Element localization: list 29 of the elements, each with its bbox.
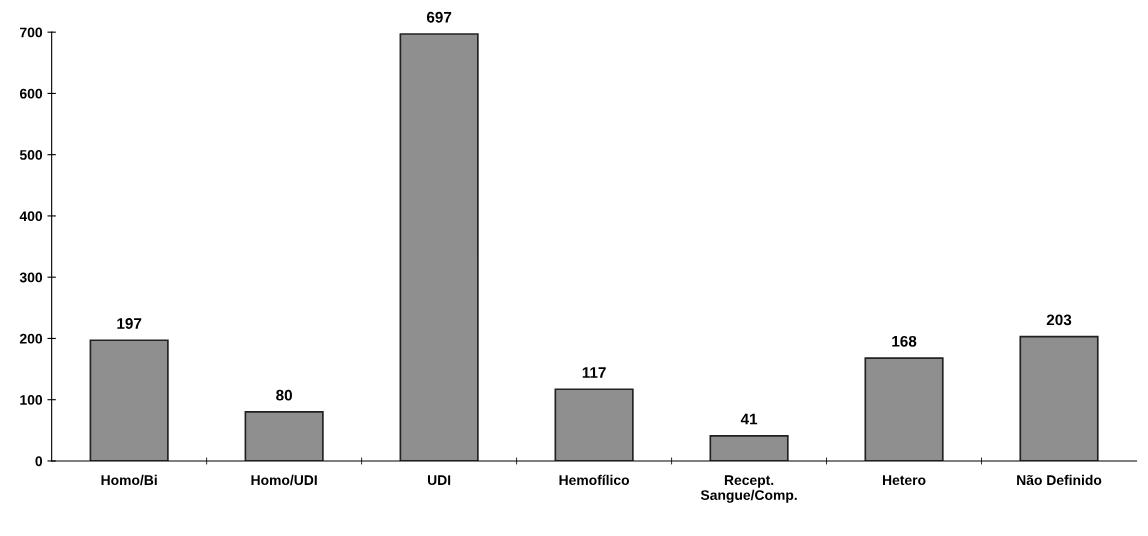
x-tick-label: Homo/UDI — [251, 474, 317, 486]
x-tick-label: Hemofílico — [559, 474, 630, 486]
y-tick-label: 700 — [20, 27, 43, 38]
bar — [864, 357, 944, 461]
y-tick-label: 300 — [19, 272, 43, 283]
bar — [89, 339, 169, 461]
x-tick-label: Hetero — [882, 475, 926, 486]
y-tick-label: 200 — [19, 333, 43, 344]
data-label: 697 — [426, 11, 452, 23]
y-tick-label: 0 — [35, 456, 43, 467]
x-tick-label: Não Definido — [1017, 474, 1102, 486]
x-tick-label: UDI — [427, 475, 451, 486]
bar — [709, 435, 789, 461]
y-tick-label: 100 — [20, 395, 43, 405]
data-label: 203 — [1046, 314, 1072, 326]
y-tick-label: 600 — [19, 88, 43, 99]
data-label: 197 — [117, 318, 142, 329]
x-tick-label: Recept. Sangue/Comp. — [700, 475, 797, 503]
bar — [244, 411, 324, 461]
bar — [399, 33, 479, 461]
data-label: 168 — [892, 335, 917, 347]
bar — [554, 388, 634, 461]
data-label: 41 — [740, 413, 758, 425]
bar — [1019, 335, 1099, 461]
y-tick-label: 500 — [19, 150, 43, 160]
y-tick-label: 400 — [19, 211, 43, 222]
data-label: 117 — [582, 367, 606, 378]
data-label: 80 — [276, 389, 292, 401]
x-tick-label: Homo/Bi — [101, 474, 157, 486]
